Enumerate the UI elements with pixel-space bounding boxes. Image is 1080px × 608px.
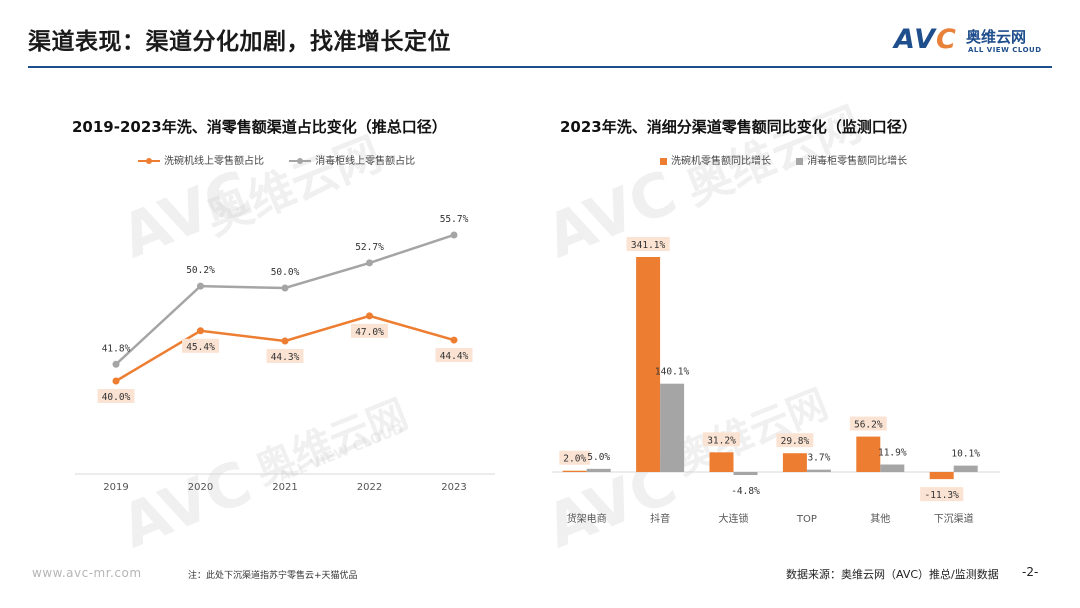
bar-chart-title: 2023年洗、消细分渠道零售额同比变化（监测口径）	[560, 118, 917, 136]
x-tick-label: 抖音	[650, 512, 670, 525]
bar	[733, 472, 758, 476]
bar	[562, 470, 587, 472]
bar	[586, 468, 611, 472]
data-label: 31.2%	[707, 435, 736, 446]
data-label: 52.7%	[355, 242, 384, 253]
data-label: 140.1%	[655, 367, 690, 378]
page-number: -2-	[1022, 565, 1039, 579]
x-tick-label: 其他	[870, 512, 890, 525]
legend-swatch-orange	[138, 158, 160, 164]
data-label: 40.0%	[102, 392, 131, 403]
x-tick-label: 2023	[441, 482, 466, 493]
logo-chinese-name: 奥维云网	[966, 28, 1027, 46]
data-label: -11.3%	[925, 490, 960, 501]
line-chart-title: 2019-2023年洗、消零售额渠道占比变化（推总口径）	[72, 118, 447, 136]
bar	[709, 452, 734, 472]
data-label-bg	[703, 432, 740, 447]
bar	[636, 257, 661, 472]
data-label: 5.0%	[587, 452, 610, 463]
data-label: 10.1%	[951, 449, 980, 460]
bar	[782, 453, 807, 472]
data-point	[281, 337, 289, 345]
bar-chart-legend: 洗碗机零售额同比增长 消毒柜零售额同比增长	[660, 152, 929, 167]
x-tick-label: TOP	[796, 514, 817, 525]
data-label: 56.2%	[854, 420, 883, 431]
x-tick-label: 2022	[357, 482, 382, 493]
data-label: 29.8%	[781, 436, 810, 447]
data-label: 50.0%	[271, 267, 300, 278]
data-point	[197, 282, 204, 290]
legend-swatch-gray	[289, 158, 312, 164]
page-title: 渠道表现：渠道分化加剧，找准增长定位	[28, 29, 451, 55]
avc-logo: AVC 奥维云网 ALL VIEW CLOUD	[894, 24, 1054, 64]
data-label: 55.7%	[440, 214, 469, 225]
data-label: -4.8%	[731, 486, 760, 497]
data-label: 41.8%	[102, 343, 131, 354]
data-point	[450, 231, 458, 239]
data-point	[366, 312, 373, 320]
data-label: 341.1%	[631, 240, 666, 251]
data-label-bg	[97, 389, 135, 403]
data-label: 45.4%	[186, 342, 215, 353]
data-label-bg	[182, 338, 219, 353]
bar	[856, 436, 881, 472]
data-point	[281, 284, 289, 292]
data-label-bg	[351, 323, 388, 338]
legend-item-dishwasher: 洗碗机零售额同比增长	[660, 152, 771, 167]
data-point	[112, 377, 120, 385]
legend-swatch-orange	[660, 157, 667, 165]
logo-english-name: ALL VIEW CLOUD	[968, 46, 1042, 54]
x-tick-label: 大连锁	[719, 512, 749, 525]
bar	[806, 469, 831, 472]
data-label-bg	[435, 348, 473, 363]
data-label-bg	[849, 416, 887, 431]
data-point	[112, 360, 120, 368]
x-tick-label: 2020	[188, 482, 213, 493]
x-tick-label: 2021	[272, 482, 297, 493]
footer-note: 注：此处下沉渠道指苏宁零售云+天猫优品	[188, 571, 358, 581]
data-label-bg	[776, 433, 814, 448]
legend-item-sterilizer: 消毒柜零售额同比增长	[796, 152, 907, 167]
bar	[660, 383, 685, 472]
line-chart-legend: 洗碗机线上零售额占比 消毒柜线上零售额占比	[138, 152, 437, 167]
header-divider	[28, 66, 1052, 68]
logo-mark: AVC	[894, 24, 957, 55]
data-label: 47.0%	[355, 327, 384, 338]
footer-url: www.avc-mr.com	[32, 566, 142, 580]
data-label: 44.4%	[440, 351, 469, 362]
data-label: 50.2%	[186, 265, 215, 276]
data-label-bg	[626, 237, 670, 251]
data-point	[366, 259, 373, 267]
data-label: 44.3%	[271, 352, 300, 363]
bar	[929, 472, 954, 480]
x-tick-label: 下沉渠道	[934, 512, 974, 525]
data-point	[197, 327, 204, 335]
data-label: 3.7%	[807, 453, 830, 464]
bar	[880, 464, 905, 472]
bar	[953, 465, 978, 472]
data-label: 11.9%	[878, 447, 907, 458]
data-label-bg	[559, 450, 591, 465]
x-tick-label: 2019	[103, 482, 128, 493]
legend-swatch-gray	[796, 157, 804, 165]
data-point	[450, 336, 458, 344]
data-label-bg	[920, 487, 964, 502]
data-source: 数据来源：奥维云网（AVC）推总/监测数据	[786, 568, 999, 581]
data-label: 2.0%	[563, 454, 586, 465]
data-label-bg	[266, 349, 304, 364]
x-tick-label: 货架电商	[567, 512, 607, 525]
legend-item-sterilizer: 消毒柜线上零售额占比	[289, 152, 415, 167]
legend-item-dishwasher: 洗碗机线上零售额占比	[138, 152, 264, 167]
